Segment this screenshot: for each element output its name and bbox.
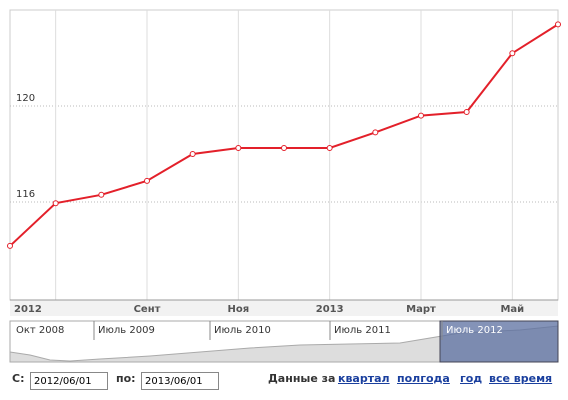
navigator-label: Июль 2012 [446,325,503,336]
point [52,200,59,207]
point [235,145,242,151]
link-halfyear[interactable]: полгода [397,372,450,385]
navigator-label: Июль 2009 [98,325,155,336]
navigator-label: Окт 2008 [16,325,64,336]
link-quarter[interactable]: квартал [338,372,390,385]
x-tick-label: 2013 [316,304,344,315]
point [144,177,150,184]
plot-frame [9,9,559,301]
point [98,191,105,198]
y-tick-label: 120 [16,93,35,104]
point [281,145,287,151]
x-tick-label: Сент [134,304,161,315]
x-tick-label: Ноя [227,304,249,315]
x-tick-label: Март [406,304,436,315]
range-label: Данные за [268,372,336,385]
to-input[interactable] [141,372,219,390]
navigator-label: Июль 2011 [334,325,391,336]
controls: С: по: Данные за квартал полгода год все… [0,372,568,392]
y-tick-label: 116 [16,189,35,200]
to-label: по: [116,372,136,385]
point [189,151,196,157]
x-tick-label: 2012 [14,304,42,315]
point [372,129,379,136]
link-year[interactable]: год [460,372,483,385]
chart: Окт 2008 Июль 2009 Июль 2010 Июль 2011 Июль … [7,9,561,363]
navigator-labels: Окт 2008 Июль 2009 Июль 2010 Июль 2011 Июль … [16,321,503,340]
x-tick-label: Май [500,304,524,315]
point [555,21,561,28]
from-input[interactable] [30,372,108,390]
navigator-label: Июль 2010 [214,325,271,336]
link-all[interactable]: все время [489,372,553,385]
point [463,109,470,115]
point [509,50,516,57]
point [326,145,333,151]
point [418,112,424,119]
point [7,242,13,249]
navigator-selection[interactable] [439,320,559,363]
from-label: С: [12,372,25,385]
x-axis-band [10,300,558,316]
